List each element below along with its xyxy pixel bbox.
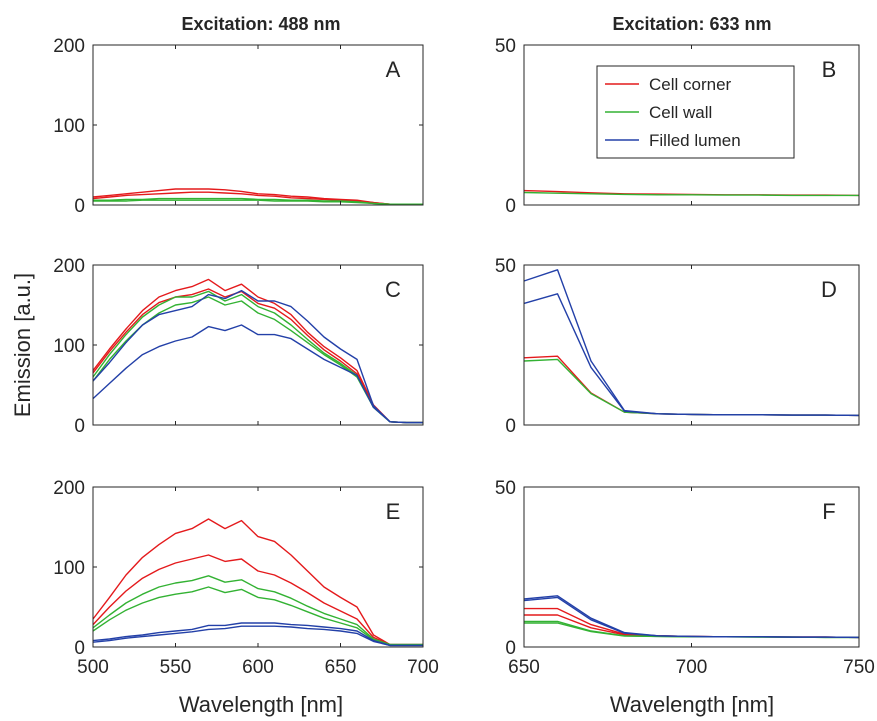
- x-tick-label: 600: [242, 657, 274, 678]
- y-tick-label: 50: [495, 256, 516, 277]
- series-line-f-2: [524, 620, 859, 639]
- y-tick-label: 100: [53, 116, 85, 137]
- series-line-e-4: [92, 622, 423, 647]
- panel-letter: F: [822, 499, 835, 524]
- axes-box: [523, 486, 860, 648]
- y-tick-label: 0: [505, 416, 516, 437]
- x-tick-label: 550: [160, 657, 192, 678]
- series-line-d-0: [523, 355, 860, 417]
- y-tick-label: 0: [74, 196, 85, 217]
- axes-box: [92, 264, 424, 426]
- column-title-633: Excitation: 633 nm: [612, 14, 771, 34]
- x-tick-label: 500: [77, 657, 109, 678]
- y-tick-label: 200: [53, 256, 85, 277]
- series-line-e-1: [92, 554, 423, 646]
- x-tick-label: 650: [325, 657, 357, 678]
- y-tick-label: 200: [53, 36, 85, 57]
- x-tick-label: 700: [676, 657, 708, 678]
- column-title-488: Excitation: 488 nm: [181, 14, 340, 34]
- y-tick-label: 0: [74, 638, 85, 659]
- series-line-c-0: [92, 278, 423, 424]
- panel-d: 0 50 D: [495, 256, 860, 437]
- x-axis-label-left: Wavelength [nm]: [179, 692, 343, 717]
- series-line-d-1: [523, 358, 860, 417]
- y-tick-label: 100: [53, 336, 85, 357]
- y-tick-label: 100: [53, 558, 85, 579]
- panel-letter: A: [386, 57, 401, 82]
- x-tick-label: 750: [843, 657, 875, 678]
- y-axis-label: Emission [a.u.]: [10, 273, 35, 417]
- series-line-c-4: [92, 289, 423, 424]
- series-line-c-5: [92, 324, 423, 424]
- series-line-e-2: [92, 575, 423, 646]
- panel-a: 0 100 200 A: [53, 36, 424, 217]
- panel-b: 0 50 B: [495, 36, 860, 217]
- series-line-b-1: [523, 191, 859, 197]
- legend-label: Filled lumen: [649, 131, 741, 150]
- x-axis-label-right: Wavelength [nm]: [610, 692, 774, 717]
- y-tick-label: 200: [53, 478, 85, 499]
- y-tick-label: 50: [495, 36, 516, 57]
- y-tick-label: 0: [505, 196, 516, 217]
- series-line-d-3: [523, 293, 860, 417]
- series-line-f-0: [524, 607, 860, 639]
- y-tick-label: 0: [74, 416, 85, 437]
- y-tick-label: 0: [505, 638, 516, 659]
- axes-box: [92, 44, 424, 206]
- series-line-c-1: [92, 288, 423, 424]
- series-line-e-0: [92, 518, 423, 646]
- series-line-e-3: [92, 586, 423, 646]
- series-line-e-5: [92, 625, 423, 647]
- panel-letter: B: [822, 57, 837, 82]
- series-line-a-1: [92, 191, 423, 205]
- legend-label: Cell corner: [649, 75, 732, 94]
- panel-letter: C: [385, 277, 401, 302]
- series-line-d-2: [523, 269, 860, 417]
- panel-f: 0 50 650 700 750 F: [495, 478, 875, 678]
- x-tick-label: 650: [508, 657, 540, 678]
- panel-c: 0 100 200 C: [53, 256, 424, 437]
- y-tick-label: 50: [495, 478, 516, 499]
- x-tick-label: 700: [407, 657, 439, 678]
- axes-box: [523, 264, 860, 426]
- panel-e: 0 100 200 500 550 600 650 700 E: [53, 478, 439, 678]
- legend-label: Cell wall: [649, 103, 712, 122]
- series-line-f-5: [523, 596, 860, 639]
- series-line-a-3: [93, 199, 423, 205]
- panel-letter: D: [821, 277, 837, 302]
- legend: Cell corner Cell wall Filled lumen: [596, 65, 795, 159]
- panel-letter: E: [386, 499, 401, 524]
- series-line-f-3: [524, 622, 859, 639]
